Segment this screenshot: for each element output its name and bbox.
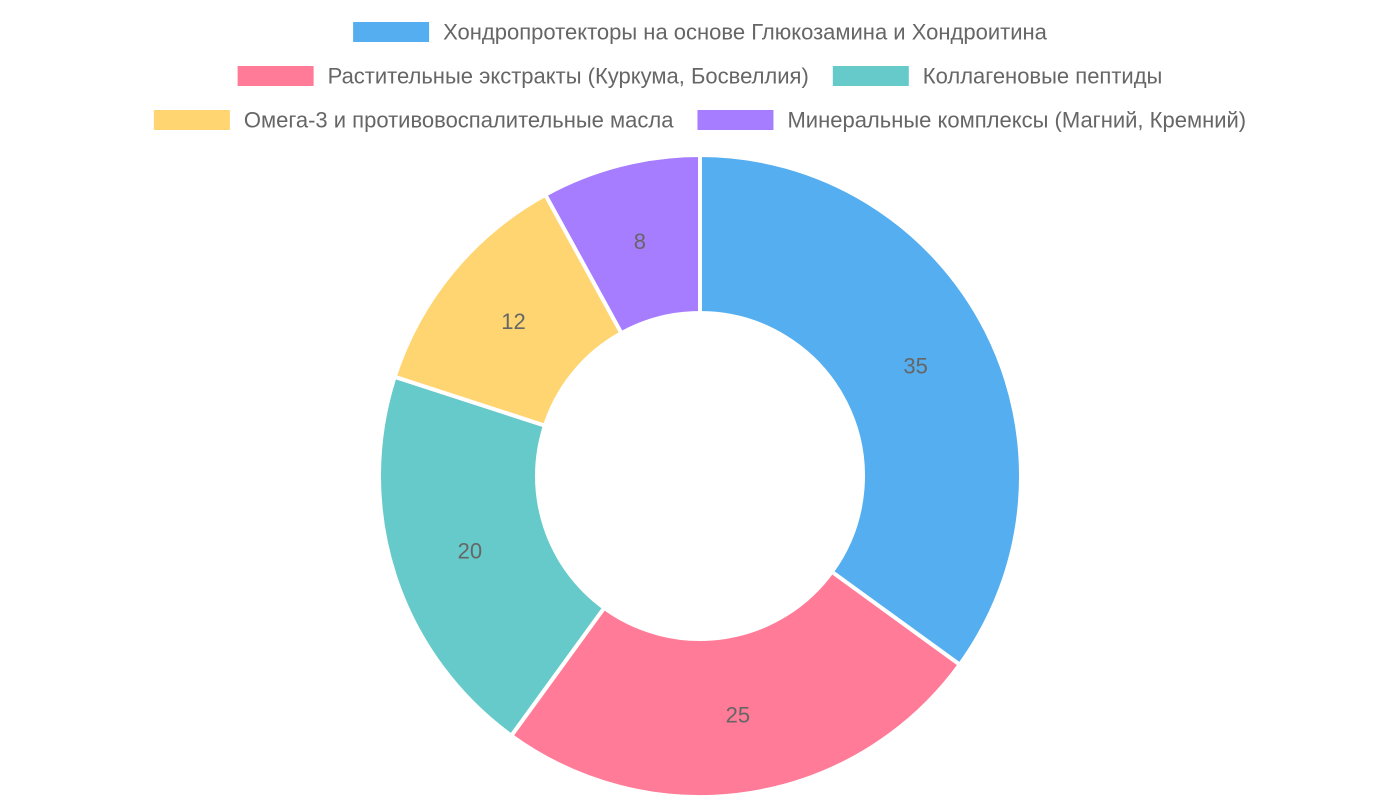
slices xyxy=(377,153,1023,799)
legend-swatch xyxy=(353,22,430,42)
slice[interactable] xyxy=(392,192,624,428)
legend: Хондропротекторы на основе Глюкозамина и… xyxy=(153,20,1246,133)
slice[interactable] xyxy=(698,153,1023,667)
slice-value-label: 25 xyxy=(726,703,750,728)
data-labels: 35 25 20 12 8 xyxy=(458,229,928,727)
slice[interactable] xyxy=(509,569,962,799)
legend-swatch xyxy=(237,66,314,86)
slice-value-label: 35 xyxy=(903,354,927,379)
legend-label: Растительные экстракты (Куркума, Босвелл… xyxy=(328,64,809,89)
slice[interactable] xyxy=(543,153,702,336)
legend-label: Коллагеновые пептиды xyxy=(923,64,1163,89)
legend-label: Хондропротекторы на основе Глюкозамина и… xyxy=(443,20,1048,45)
legend-item[interactable]: Коллагеновые пептиды xyxy=(832,64,1163,89)
legend-swatch xyxy=(153,110,230,130)
legend-label: Минеральные комплексы (Магний, Кремний) xyxy=(787,108,1246,133)
slice-value-label: 8 xyxy=(634,229,646,254)
legend-swatch xyxy=(697,110,774,130)
slice-value-label: 20 xyxy=(458,538,482,563)
slice[interactable] xyxy=(377,374,607,738)
legend-item[interactable]: Растительные экстракты (Куркума, Босвелл… xyxy=(237,64,809,89)
legend-item[interactable]: Хондропротекторы на основе Глюкозамина и… xyxy=(353,20,1048,45)
legend-item[interactable]: Омега-3 и противовоспалительные масла xyxy=(153,108,674,133)
legend-label: Омега-3 и противовоспалительные масла xyxy=(244,108,674,133)
slice-value-label: 12 xyxy=(501,309,525,334)
legend-item[interactable]: Минеральные комплексы (Магний, Кремний) xyxy=(697,108,1246,133)
legend-swatch xyxy=(832,66,909,86)
